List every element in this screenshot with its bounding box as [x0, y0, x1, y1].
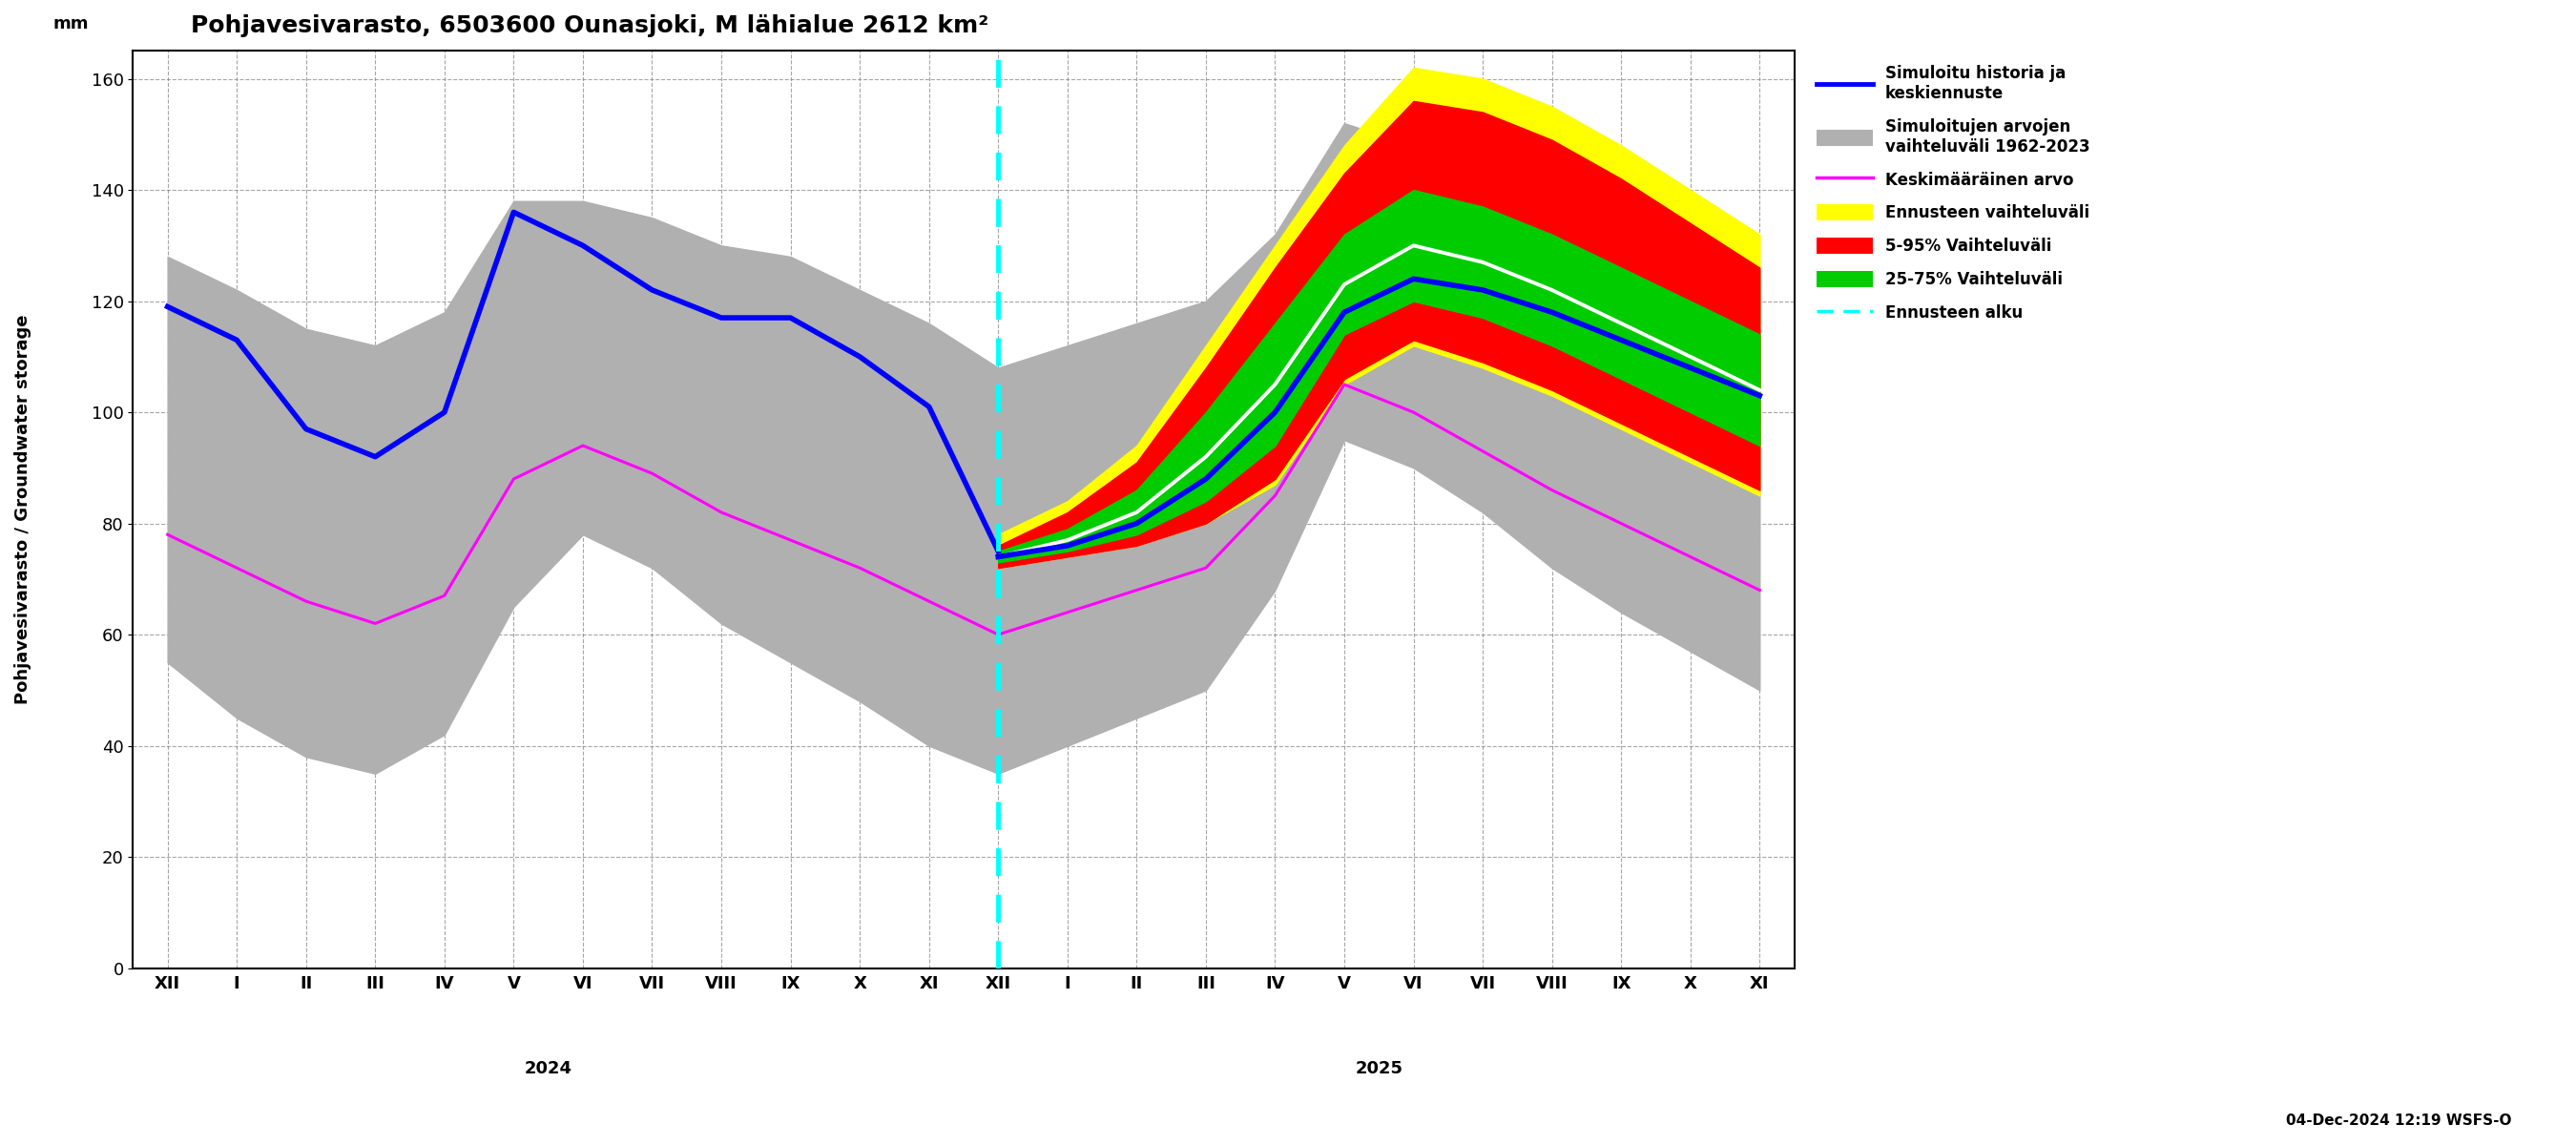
- Text: 2025: 2025: [1355, 1060, 1404, 1077]
- Legend: Simuloitu historia ja
keskiennuste, Simuloitujen arvojen
vaihteluväli 1962-2023,: Simuloitu historia ja keskiennuste, Simu…: [1811, 58, 2097, 327]
- Y-axis label: Pohjavesivarasto / Groundwater storage: Pohjavesivarasto / Groundwater storage: [15, 315, 31, 704]
- Text: 04-Dec-2024 12:19 WSFS-O: 04-Dec-2024 12:19 WSFS-O: [2285, 1113, 2512, 1128]
- Text: mm: mm: [54, 16, 90, 33]
- Text: Pohjavesivarasto, 6503600 Ounasjoki, M lähialue 2612 km²: Pohjavesivarasto, 6503600 Ounasjoki, M l…: [191, 14, 989, 37]
- Text: 2024: 2024: [526, 1060, 572, 1077]
